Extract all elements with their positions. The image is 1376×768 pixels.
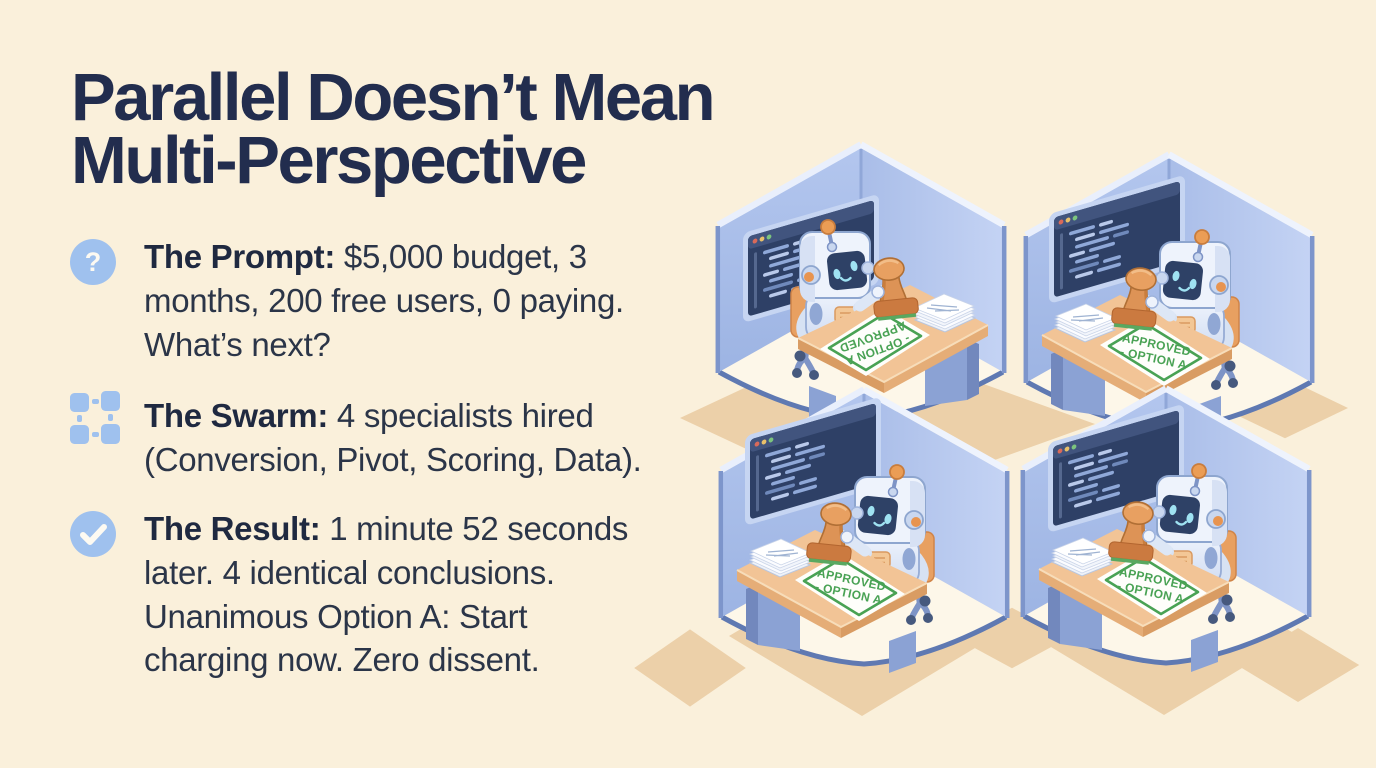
svg-text:?: ? [85,247,102,277]
